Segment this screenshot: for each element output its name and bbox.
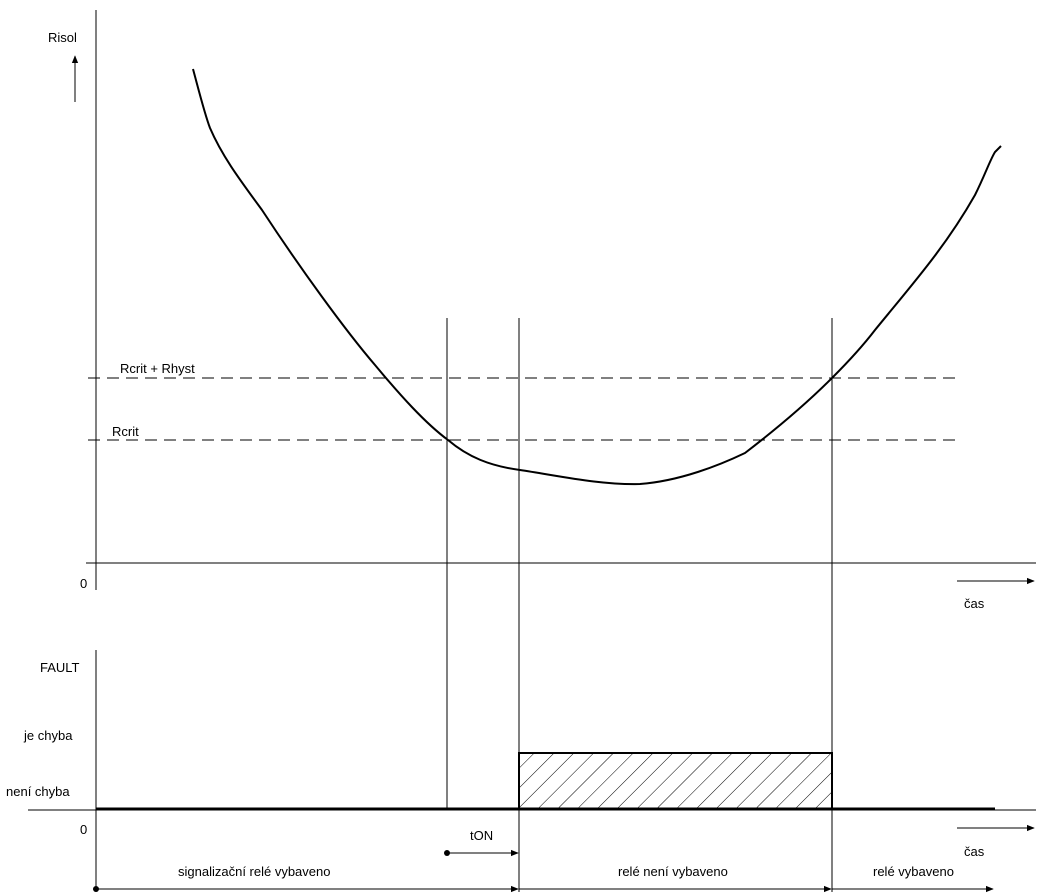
lower-plot: FAULT je chyba není chyba 0 čas tON: [6, 650, 1036, 892]
threshold-high-label: Rcrit + Rhyst: [120, 361, 195, 376]
ton-label: tON: [470, 828, 493, 843]
level-low-label: není chyba: [6, 784, 70, 799]
level-high-label: je chyba: [23, 728, 73, 743]
upper-plot: Risol 0 čas Rcrit + Rhyst Rcrit: [48, 10, 1036, 611]
risol-curve: [192, 68, 1002, 486]
fault-pulse: [518, 752, 833, 810]
threshold-low-label: Rcrit: [112, 424, 139, 439]
lower-origin-label: 0: [80, 822, 87, 837]
lower-x-axis-label: čas: [964, 844, 985, 859]
upper-origin-label: 0: [80, 576, 87, 591]
lower-y-axis-label: FAULT: [40, 660, 80, 675]
timeline-segment-1-label: signalizační relé vybaveno: [178, 864, 330, 879]
upper-y-axis-label: Risol: [48, 30, 77, 45]
timeline-segment-2-label: relé není vybaveno: [618, 864, 728, 879]
timeline-segment-3-label: relé vybaveno: [873, 864, 954, 879]
relay-timeline: signalizační relé vybaveno relé není vyb…: [93, 864, 994, 893]
upper-x-axis-label: čas: [964, 596, 985, 611]
